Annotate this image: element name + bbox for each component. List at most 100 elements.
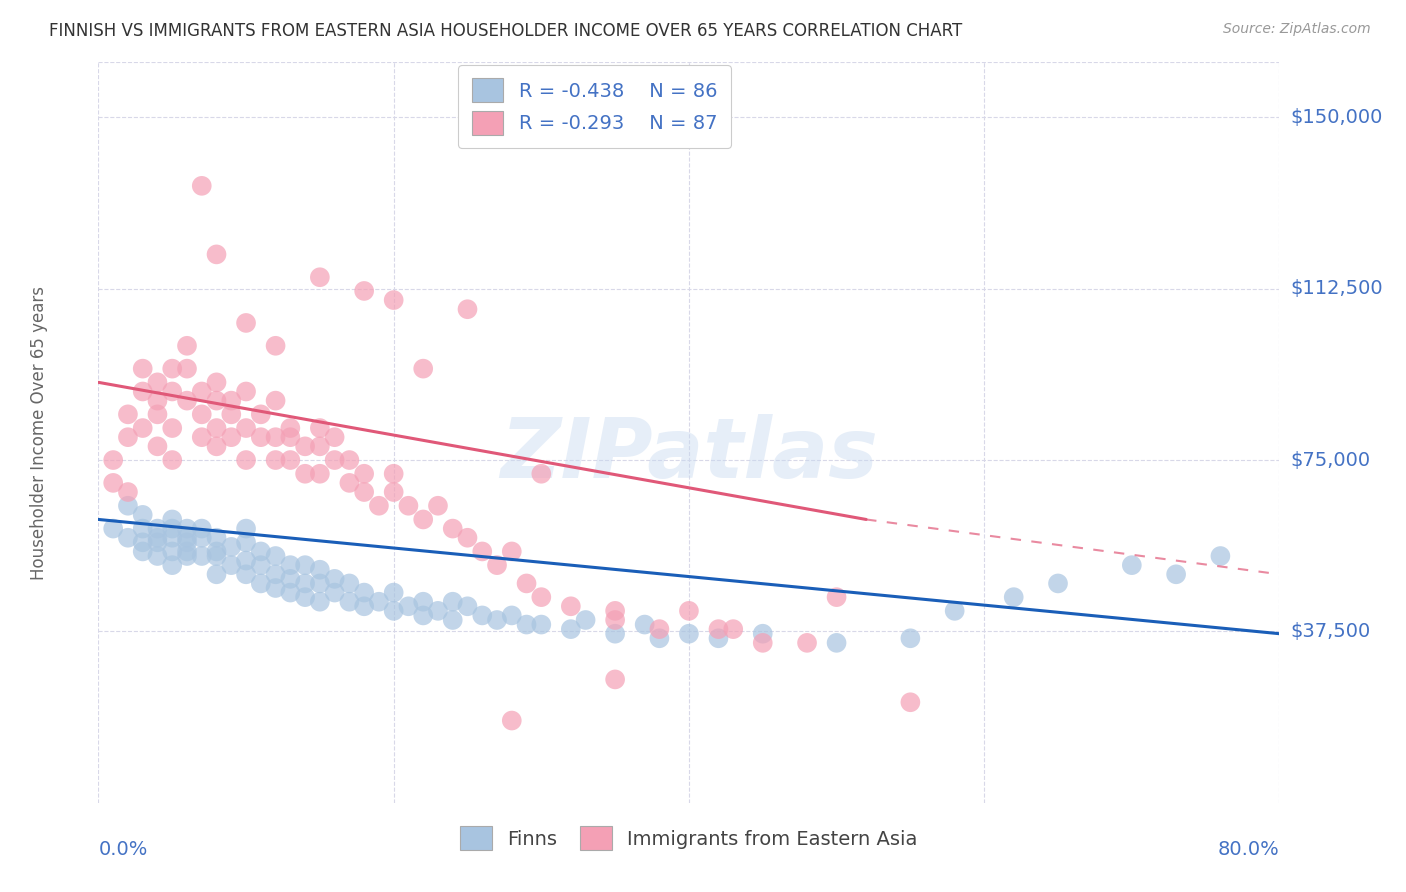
- Point: [501, 544, 523, 558]
- Point: [191, 408, 214, 422]
- Point: [162, 384, 183, 399]
- Point: [250, 544, 273, 558]
- Point: [309, 421, 332, 435]
- Point: [221, 540, 243, 554]
- Point: [353, 467, 375, 481]
- Point: [235, 553, 257, 567]
- Point: [176, 535, 198, 549]
- Point: [575, 613, 598, 627]
- Point: [205, 247, 228, 261]
- Point: [825, 590, 848, 604]
- Point: [264, 430, 287, 444]
- Point: [398, 599, 420, 614]
- Point: [530, 617, 553, 632]
- Point: [103, 453, 125, 467]
- Point: [221, 408, 243, 422]
- Point: [1002, 590, 1025, 604]
- Point: [250, 430, 273, 444]
- Point: [264, 549, 287, 563]
- Point: [323, 585, 346, 599]
- Point: [309, 467, 332, 481]
- Point: [323, 430, 346, 444]
- Point: [146, 408, 169, 422]
- Point: [176, 549, 198, 563]
- Point: [412, 512, 434, 526]
- Point: [132, 421, 155, 435]
- Point: [132, 535, 155, 549]
- Point: [382, 467, 405, 481]
- Point: [280, 572, 302, 586]
- Point: [1166, 567, 1188, 582]
- Point: [294, 590, 316, 604]
- Text: $112,500: $112,500: [1291, 279, 1384, 298]
- Text: $37,500: $37,500: [1291, 622, 1371, 641]
- Point: [943, 604, 966, 618]
- Point: [368, 499, 391, 513]
- Point: [191, 549, 214, 563]
- Point: [471, 544, 494, 558]
- Point: [471, 608, 494, 623]
- Point: [250, 408, 273, 422]
- Point: [250, 576, 273, 591]
- Point: [235, 522, 257, 536]
- Point: [132, 522, 155, 536]
- Point: [294, 467, 316, 481]
- Point: [309, 563, 332, 577]
- Point: [191, 531, 214, 545]
- Point: [530, 590, 553, 604]
- Point: [678, 626, 700, 640]
- Point: [146, 439, 169, 453]
- Point: [221, 393, 243, 408]
- Point: [605, 626, 627, 640]
- Point: [339, 576, 361, 591]
- Point: [441, 613, 464, 627]
- Point: [441, 595, 464, 609]
- Point: [162, 421, 183, 435]
- Point: [176, 393, 198, 408]
- Point: [146, 531, 169, 545]
- Text: 0.0%: 0.0%: [98, 840, 148, 859]
- Point: [560, 599, 582, 614]
- Point: [280, 585, 302, 599]
- Text: Householder Income Over 65 years: Householder Income Over 65 years: [31, 285, 48, 580]
- Legend: Finns, Immigrants from Eastern Asia: Finns, Immigrants from Eastern Asia: [451, 816, 927, 860]
- Point: [353, 485, 375, 500]
- Point: [250, 558, 273, 573]
- Point: [560, 622, 582, 636]
- Point: [648, 622, 671, 636]
- Point: [205, 439, 228, 453]
- Point: [264, 567, 287, 582]
- Point: [235, 384, 257, 399]
- Point: [605, 673, 627, 687]
- Point: [176, 361, 198, 376]
- Point: [412, 595, 434, 609]
- Point: [353, 585, 375, 599]
- Point: [221, 558, 243, 573]
- Point: [294, 439, 316, 453]
- Point: [707, 622, 730, 636]
- Text: ZIPatlas: ZIPatlas: [501, 414, 877, 495]
- Point: [176, 522, 198, 536]
- Point: [132, 361, 155, 376]
- Point: [309, 595, 332, 609]
- Point: [382, 604, 405, 618]
- Point: [235, 567, 257, 582]
- Point: [752, 626, 775, 640]
- Point: [264, 581, 287, 595]
- Point: [323, 572, 346, 586]
- Point: [176, 339, 198, 353]
- Point: [146, 393, 169, 408]
- Point: [117, 499, 139, 513]
- Point: [191, 522, 214, 536]
- Point: [457, 302, 479, 317]
- Point: [264, 339, 287, 353]
- Point: [412, 608, 434, 623]
- Point: [678, 604, 700, 618]
- Point: [309, 439, 332, 453]
- Point: [1121, 558, 1143, 573]
- Point: [294, 558, 316, 573]
- Point: [339, 595, 361, 609]
- Point: [162, 512, 183, 526]
- Point: [176, 531, 198, 545]
- Point: [162, 453, 183, 467]
